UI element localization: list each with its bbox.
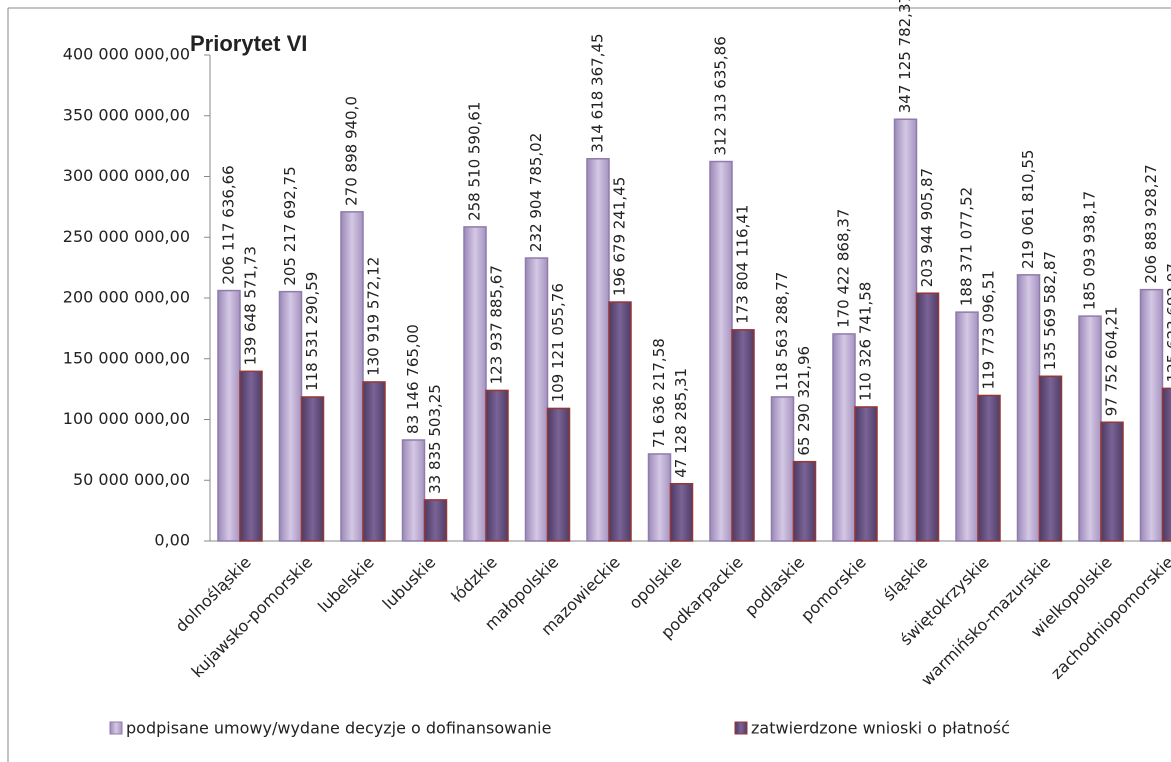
- bar: [1038, 375, 1063, 542]
- bar: [340, 211, 364, 542]
- bar: [362, 381, 386, 542]
- value-label: 232 904 785,02: [527, 133, 545, 252]
- y-tick-label: 350 000 000,00: [63, 105, 190, 124]
- value-label: 206 883 928,27: [1142, 164, 1160, 283]
- bar: [300, 396, 325, 542]
- y-tick-label: 100 000 000,00: [63, 409, 190, 428]
- value-label: 130 919 572,12: [365, 257, 383, 376]
- value-label: 118 531 290,59: [303, 272, 321, 391]
- value-label: 83 146 765,00: [404, 324, 422, 434]
- value-label: 135 569 582,87: [1041, 251, 1059, 370]
- bar: [278, 290, 303, 542]
- value-label: 258 510 590,61: [466, 102, 484, 221]
- value-label: 139 648 571,73: [242, 246, 260, 365]
- x-tick-label: pomorskie: [797, 553, 870, 626]
- value-label: 170 422 868,37: [835, 209, 853, 328]
- y-tick-label: 0,00: [154, 531, 190, 550]
- x-tick-label: łódzkie: [447, 553, 500, 606]
- value-label: 188 371 077,52: [958, 187, 976, 306]
- bar: [669, 482, 694, 542]
- bar: [608, 301, 632, 542]
- value-label: 71 636 217,58: [650, 338, 668, 448]
- bar: [586, 157, 610, 542]
- chart-title: Priorytet VI: [190, 31, 307, 56]
- bar: [463, 226, 487, 542]
- bar: [731, 329, 755, 542]
- value-label: 33 835 503,25: [426, 384, 444, 494]
- value-label: 173 804 116,41: [734, 205, 752, 324]
- value-label: 125 623 692,97: [1164, 263, 1171, 382]
- bar: [401, 439, 426, 542]
- value-label: 109 121 055,76: [549, 283, 567, 402]
- value-label: 196 679 241,45: [611, 177, 629, 296]
- bar: [1078, 315, 1102, 542]
- bar: [485, 389, 509, 542]
- bar: [1139, 288, 1164, 542]
- value-label: 270 898 940,0: [343, 96, 361, 206]
- legend-label: podpisane umowy/wydane decyzje o dofinan…: [126, 719, 551, 738]
- value-label: 312 313 635,86: [712, 36, 730, 155]
- bar: [977, 394, 1001, 542]
- value-label: 219 061 810,55: [1019, 150, 1037, 269]
- y-tick-label: 300 000 000,00: [63, 166, 190, 185]
- bar: [423, 499, 448, 542]
- bar: [546, 407, 571, 542]
- value-label: 47 128 285,31: [672, 368, 690, 478]
- value-label: 118 563 288,77: [773, 272, 791, 391]
- bar: [792, 460, 817, 542]
- y-tick-label: 200 000 000,00: [63, 288, 190, 307]
- bar: [915, 292, 940, 542]
- legend-label: zatwierdzone wnioski o płatność: [751, 719, 1010, 738]
- y-tick-label: 50 000 000,00: [73, 470, 190, 489]
- y-tick-label: 400 000 000,00: [63, 45, 190, 64]
- bar: [709, 160, 733, 542]
- bar: [524, 257, 549, 542]
- bar: [1100, 421, 1124, 542]
- value-label: 314 618 367,45: [589, 33, 607, 152]
- bar: [770, 396, 795, 542]
- x-tick-label: lubelskie: [314, 553, 378, 617]
- value-label: 203 944 905,87: [918, 168, 936, 287]
- value-label: 97 752 604,21: [1103, 306, 1121, 416]
- x-tick-label: kujawsko-pomorskie: [188, 553, 317, 682]
- x-tick-label: lubuskie: [379, 553, 440, 614]
- bar: [955, 311, 979, 542]
- legend-swatch: [109, 721, 123, 735]
- bar: [217, 289, 241, 542]
- value-label: 110 326 741,58: [857, 282, 875, 401]
- y-tick-label: 250 000 000,00: [63, 227, 190, 246]
- bar: [893, 118, 918, 542]
- bar: [1161, 387, 1171, 542]
- bar: [1016, 274, 1041, 542]
- bar: [239, 370, 263, 542]
- value-label: 123 937 885,67: [488, 265, 506, 384]
- value-label: 347 125 782,37: [896, 0, 914, 113]
- value-label: 65 290 321,96: [795, 346, 813, 456]
- value-label: 206 117 636,66: [220, 165, 238, 284]
- value-label: 119 773 096,51: [980, 270, 998, 389]
- bar: [647, 453, 672, 542]
- bar: [854, 406, 878, 542]
- y-tick-label: 150 000 000,00: [63, 348, 190, 367]
- value-label: 205 217 692,75: [281, 166, 299, 285]
- legend-swatch: [734, 721, 748, 735]
- value-label: 185 093 938,17: [1081, 191, 1099, 310]
- bar: [832, 333, 856, 542]
- x-tick-label: opolskie: [625, 553, 685, 613]
- x-tick-label: śląskie: [879, 553, 931, 605]
